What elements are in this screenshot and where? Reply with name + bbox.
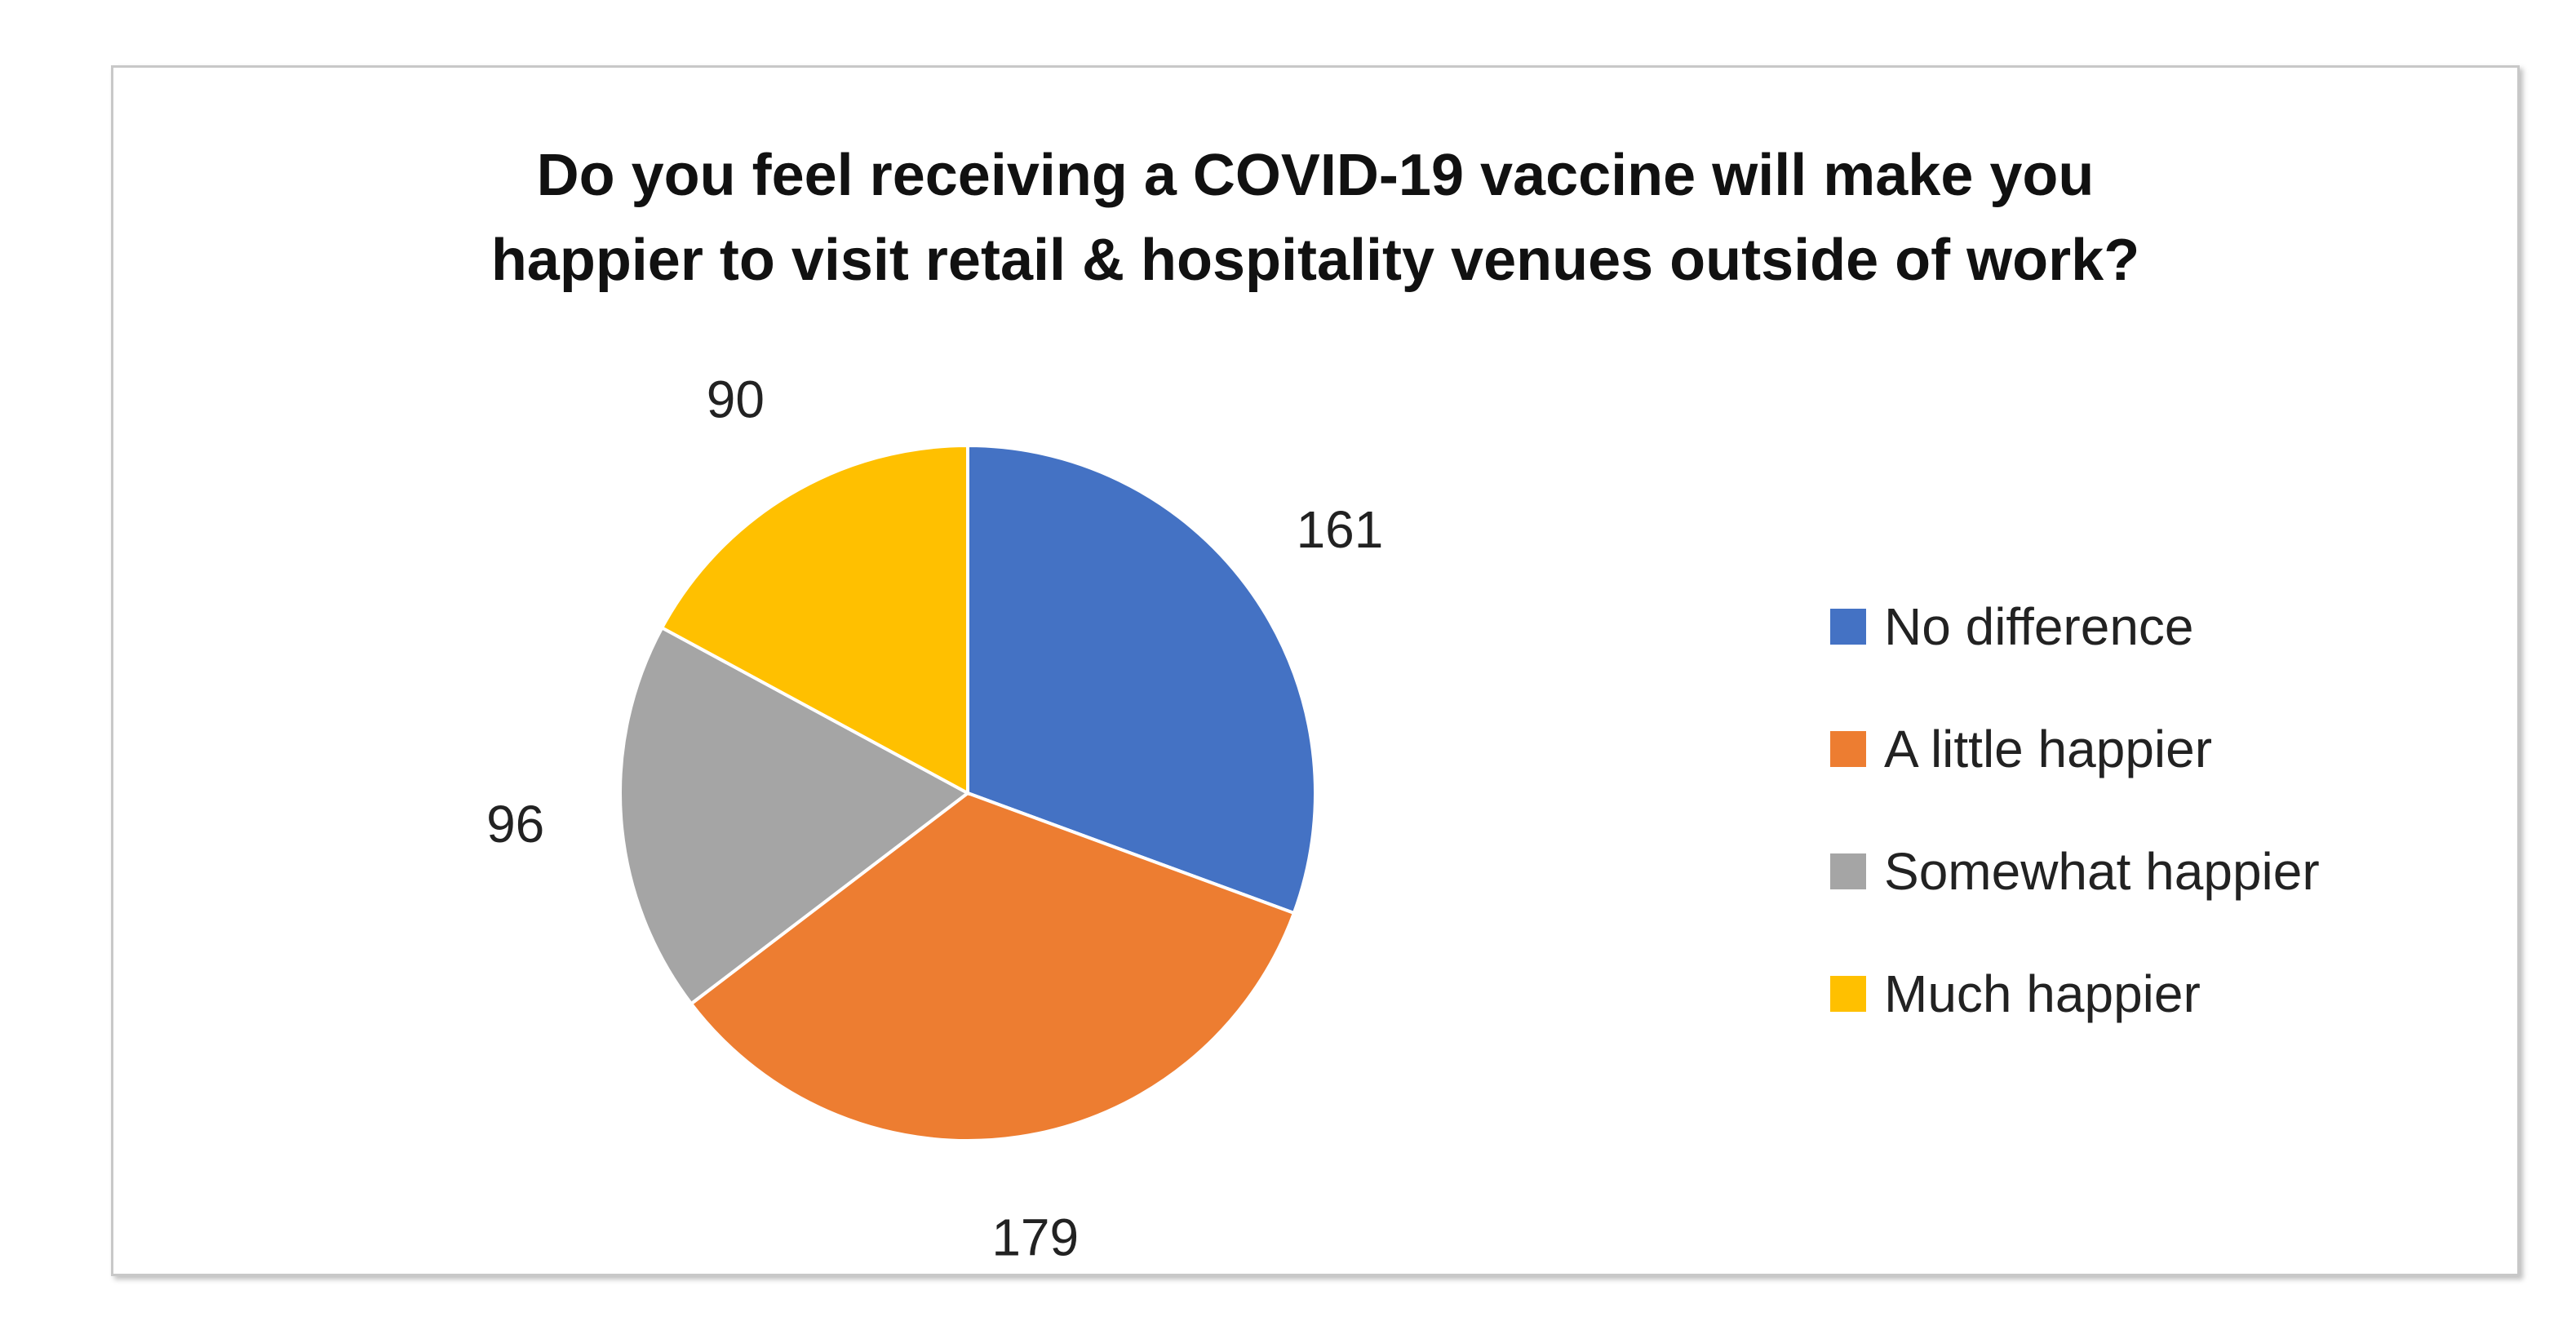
- chart-title-line-2: happier to visit retail & hospitality ve…: [490, 228, 2140, 293]
- pie-chart: 161 179 96 90: [486, 370, 1384, 1267]
- pie-slice-somewhat-happier: [619, 625, 971, 1006]
- legend-item-a-little-happier: A little happier: [1830, 688, 2320, 810]
- data-label-a-little-happier: 179: [991, 1208, 1079, 1267]
- legend-swatch: [1830, 976, 1866, 1012]
- chart-title: Do you feel receiving a COVID-19 vaccine…: [113, 133, 2517, 303]
- data-label-no-difference: 161: [1297, 500, 1384, 559]
- legend-swatch: [1830, 731, 1866, 767]
- legend-item-somewhat-happier: Somewhat happier: [1830, 810, 2320, 933]
- pie-slice-much-happier: [659, 443, 969, 796]
- legend-label: Much happier: [1884, 964, 2201, 1023]
- pie-slice-a-little-happier: [689, 791, 1297, 1142]
- legend: No difference A little happier Somewhat …: [1830, 565, 2320, 1055]
- legend-label: Somewhat happier: [1884, 842, 2320, 901]
- pie-slice-no-difference: [966, 443, 1317, 915]
- chart-area: Do you feel receiving a COVID-19 vaccine…: [111, 65, 2520, 1276]
- legend-item-no-difference: No difference: [1830, 565, 2320, 688]
- legend-item-much-happier: Much happier: [1830, 933, 2320, 1055]
- chart-title-line-1: Do you feel receiving a COVID-19 vaccine…: [536, 143, 2095, 208]
- data-label-somewhat-happier: 96: [486, 795, 544, 853]
- legend-swatch: [1830, 609, 1866, 645]
- legend-label: A little happier: [1884, 720, 2213, 778]
- legend-swatch: [1830, 853, 1866, 889]
- data-label-much-happier: 90: [707, 370, 765, 428]
- legend-label: No difference: [1884, 597, 2194, 656]
